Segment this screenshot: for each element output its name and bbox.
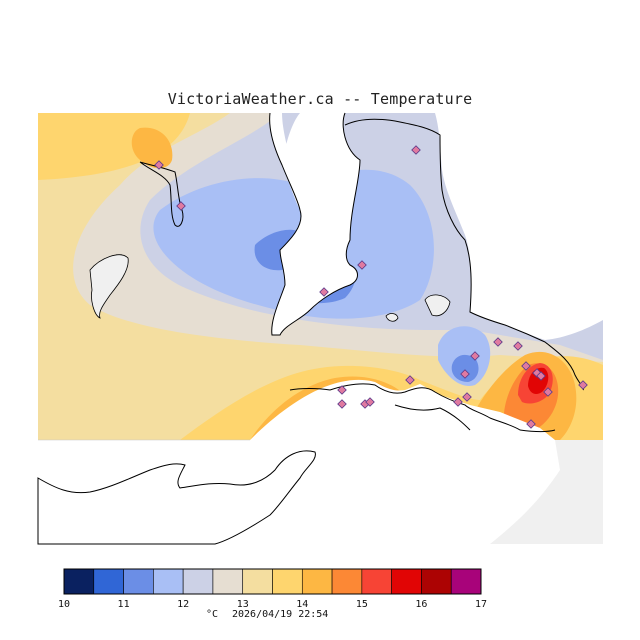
coast-victoria-inner	[289, 388, 471, 431]
legend-swatch	[212, 568, 244, 595]
legend-swatch	[182, 568, 214, 595]
coast-saanich-west	[269, 112, 361, 336]
legend-tick-label: 14	[296, 599, 308, 610]
water-haro-strait	[271, 113, 360, 335]
legend-swatch	[301, 568, 333, 595]
station-marker	[453, 397, 463, 407]
legend-swatch	[331, 568, 363, 595]
station-marker	[536, 371, 546, 381]
legend-swatch	[63, 568, 95, 595]
legend-swatch	[421, 568, 452, 595]
station-marker	[513, 341, 523, 351]
coast-east	[344, 118, 584, 391]
station-marker	[470, 351, 480, 361]
legend-swatch	[450, 568, 482, 595]
legend-tick-label: 16	[415, 599, 427, 610]
water-east-inlet	[435, 113, 603, 340]
island-center	[424, 294, 451, 317]
legend-swatch	[391, 568, 422, 595]
coastlines	[139, 112, 584, 432]
legend-swatch	[242, 568, 273, 595]
station-marker	[460, 369, 470, 379]
station-marker	[526, 419, 536, 429]
station-marker	[578, 380, 588, 390]
temperature-legend: 10 11 12 13 14 15 16 17	[58, 568, 487, 610]
map-title: VictoriaWeather.ca -- Temperature	[167, 90, 473, 108]
island-small-west	[89, 254, 129, 319]
station-marker	[462, 392, 472, 402]
island-tiny	[385, 313, 399, 322]
legend-swatch	[272, 568, 303, 595]
station-marker	[405, 375, 415, 385]
station-marker	[357, 260, 367, 270]
legend-tick-label: 17	[475, 599, 487, 610]
legend-swatch	[153, 568, 184, 595]
station-markers	[154, 145, 588, 429]
legend-tick-label: 11	[118, 599, 130, 610]
station-marker	[543, 387, 553, 397]
south-landmass	[37, 450, 316, 545]
legend-tick-label: 12	[177, 599, 189, 610]
coast-peninsula-north	[139, 161, 184, 227]
coast-victoria-south	[329, 383, 556, 432]
contour-11-5-south	[451, 354, 479, 382]
contour-14-nw-blob	[131, 127, 173, 169]
legend-swatch	[93, 568, 124, 595]
legend-tick-label: 15	[356, 599, 368, 610]
station-marker	[365, 397, 375, 407]
water-north-passage	[269, 113, 305, 222]
station-marker	[176, 201, 186, 211]
station-marker	[411, 145, 421, 155]
legend-swatch	[361, 568, 392, 595]
station-marker	[521, 361, 531, 371]
legend-tick-label: 10	[58, 599, 70, 610]
station-marker	[493, 337, 503, 347]
legend-border	[63, 568, 482, 595]
station-marker	[319, 287, 329, 297]
station-marker	[337, 399, 347, 409]
legend-swatch	[123, 568, 154, 595]
legend-units: °C	[206, 609, 219, 620]
legend-tick-label: 13	[237, 599, 249, 610]
station-marker	[154, 160, 164, 170]
timestamp: 2026/04/19 22:54	[232, 609, 329, 620]
station-marker	[337, 385, 347, 395]
